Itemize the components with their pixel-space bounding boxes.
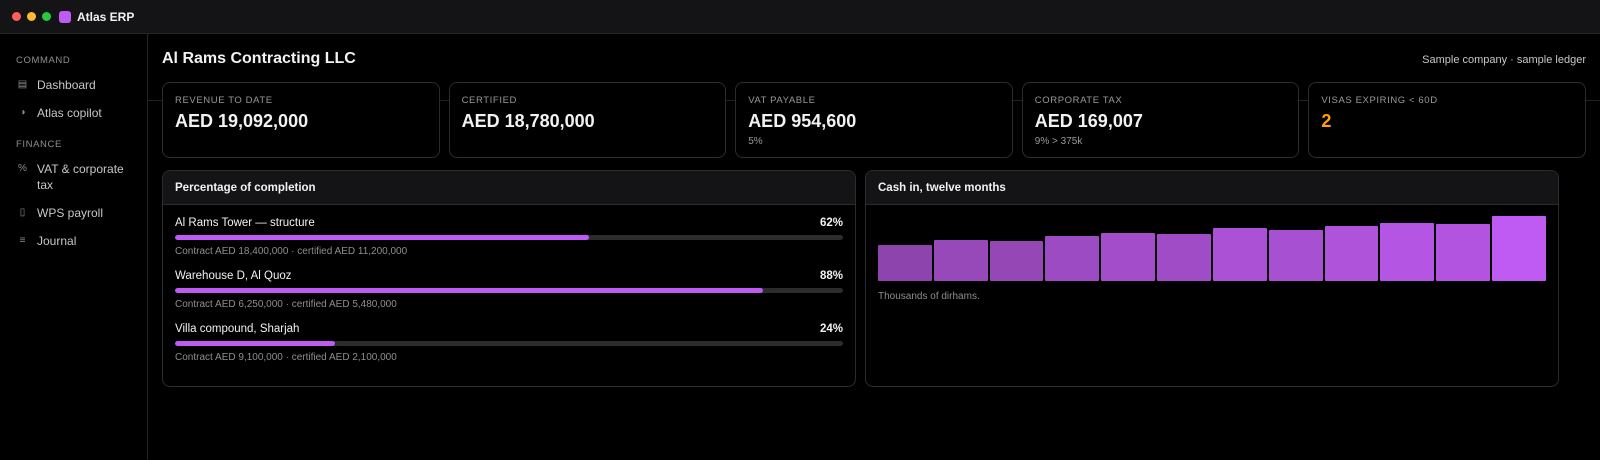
cash-bar[interactable]: [1101, 232, 1156, 281]
project-row[interactable]: Warehouse D, Al Quoz 88% Contract AED 6,25…: [163, 258, 855, 311]
main-content: Al Rams Contracting LLC Sample company ·…: [148, 34, 1600, 460]
project-header: Warehouse D, Al Quoz 88%: [175, 258, 843, 282]
project-list: Al Rams Tower — structure 62% Contract AED…: [163, 205, 855, 364]
zoom-window-button[interactable]: [42, 12, 51, 21]
cash-bar-chart: [878, 216, 1546, 281]
progress-fill: [175, 341, 336, 346]
progress-fill: [175, 288, 763, 293]
kpi-card-certified[interactable]: CERTIFIED AED 18,780,000: [448, 82, 727, 158]
kpi-value: AED 954,600: [748, 111, 857, 131]
sidebar-item-dashboard[interactable]: ▤ Dashboard: [0, 77, 112, 93]
cash-bar[interactable]: [1492, 216, 1546, 281]
sidebar-item-wps-payroll[interactable]: ▯ WPS payroll: [0, 205, 119, 221]
kpi-subtext: 9% > 375k: [1034, 136, 1083, 147]
kpi-row: REVENUE TO DATE AED 19,092,000 CERTIFIED…: [162, 82, 1586, 158]
title-bar: Atlas ERP: [0, 0, 1600, 34]
kpi-value: AED 18,780,000: [461, 111, 595, 131]
project-header: Al Rams Tower — structure 62%: [175, 205, 843, 229]
project-name: Al Rams Tower — structure: [175, 217, 315, 229]
kpi-card-visas-expiring[interactable]: VISAS EXPIRING < 60D 2: [1308, 82, 1586, 158]
lines-icon: ≡: [19, 235, 26, 246]
cash-chart-panel: Cash in, twelve months Thousands of dirh…: [865, 170, 1559, 387]
project-meta: Contract AED 6,250,000 · certified AED 5…: [175, 299, 397, 310]
kpi-card-revenue[interactable]: REVENUE TO DATE AED 19,092,000: [162, 82, 440, 158]
percent-icon: %: [18, 163, 27, 174]
cash-bar[interactable]: [1157, 234, 1211, 281]
cash-bar[interactable]: [1212, 227, 1267, 281]
sidebar-section-command: COMMAND: [16, 55, 71, 66]
kpi-label: CORPORATE TAX: [1034, 95, 1123, 106]
kpi-label: REVENUE TO DATE: [175, 95, 273, 106]
kpi-label: VAT PAYABLE: [748, 95, 816, 106]
cash-bar[interactable]: [878, 245, 932, 281]
project-meta: Contract AED 18,400,000 · certified AED …: [175, 246, 408, 257]
minimize-window-button[interactable]: [27, 12, 36, 21]
page-title: Al Rams Contracting LLC: [162, 50, 356, 67]
panel-title: Percentage of completion: [163, 171, 855, 205]
progress-track: [175, 235, 843, 240]
project-header: Villa compound, Sharjah 24%: [175, 311, 843, 335]
cash-bar[interactable]: [1324, 225, 1379, 281]
sidebar-item-label: Atlas copilot: [37, 106, 102, 120]
sidebar-item-journal[interactable]: ≡ Journal: [0, 233, 92, 249]
kpi-value: AED 169,007: [1034, 111, 1143, 131]
cash-bar[interactable]: [933, 240, 988, 281]
sidebar-item-vat-corporate-tax[interactable]: % VAT & corporate tax: [0, 161, 148, 193]
progress-track: [175, 288, 843, 293]
project-name: Villa compound, Sharjah: [175, 323, 300, 335]
project-row[interactable]: Villa compound, Sharjah 24% Contract AED 9…: [163, 311, 855, 364]
close-window-button[interactable]: [12, 12, 21, 21]
kpi-card-vat-payable[interactable]: VAT PAYABLE AED 954,600 5%: [735, 82, 1013, 158]
sidebar: COMMAND ▤ Dashboard ◑ Atlas copilot FINA…: [0, 34, 148, 460]
progress-fill: [175, 235, 590, 240]
cash-bar[interactable]: [1380, 222, 1435, 281]
project-percent: 62%: [819, 217, 843, 229]
grid-icon: ▤: [17, 79, 28, 90]
app-logo-icon: [59, 10, 71, 23]
window-controls: [12, 12, 51, 21]
project-name: Warehouse D, Al Quoz: [175, 270, 292, 282]
cash-bar[interactable]: [1268, 229, 1323, 281]
sidebar-item-label: Journal: [37, 234, 77, 248]
sidebar-item-atlas-copilot[interactable]: ◑ Atlas copilot: [0, 105, 118, 121]
cash-bar[interactable]: [1436, 223, 1491, 281]
cash-bar[interactable]: [1045, 236, 1100, 281]
sidebar-section-finance: FINANCE: [16, 139, 62, 150]
sidebar-item-label: Dashboard: [37, 78, 96, 92]
kpi-card-corporate-tax[interactable]: CORPORATE TAX AED 169,007 9% > 375k: [1021, 82, 1300, 158]
panel-title: Cash in, twelve months: [866, 171, 1558, 205]
app-title: Atlas ERP: [77, 9, 135, 24]
project-percent: 88%: [819, 270, 843, 282]
project-percent: 24%: [819, 323, 843, 335]
sidebar-item-label: VAT & corporate tax: [37, 162, 124, 192]
cash-bar[interactable]: [989, 241, 1044, 281]
chart-note: Thousands of dirhams.: [878, 291, 980, 302]
kpi-value: AED 19,092,000: [175, 111, 309, 131]
kpi-subtext: 5%: [748, 136, 763, 147]
half-circle-icon: ◑: [19, 107, 26, 118]
kpi-label: VISAS EXPIRING < 60D: [1321, 95, 1438, 106]
kpi-value: 2: [1321, 111, 1332, 131]
progress-track: [175, 341, 843, 346]
sample-data-note: Sample company · sample ledger: [1422, 54, 1586, 66]
document-icon: ▯: [19, 207, 26, 218]
completion-panel: Percentage of completion Al Rams Tower —…: [162, 170, 856, 387]
project-row[interactable]: Al Rams Tower — structure 62% Contract AED…: [163, 205, 855, 258]
kpi-label: CERTIFIED: [461, 95, 517, 106]
project-meta: Contract AED 9,100,000 · certified AED 2…: [175, 352, 397, 363]
sidebar-item-label: WPS payroll: [37, 206, 104, 220]
